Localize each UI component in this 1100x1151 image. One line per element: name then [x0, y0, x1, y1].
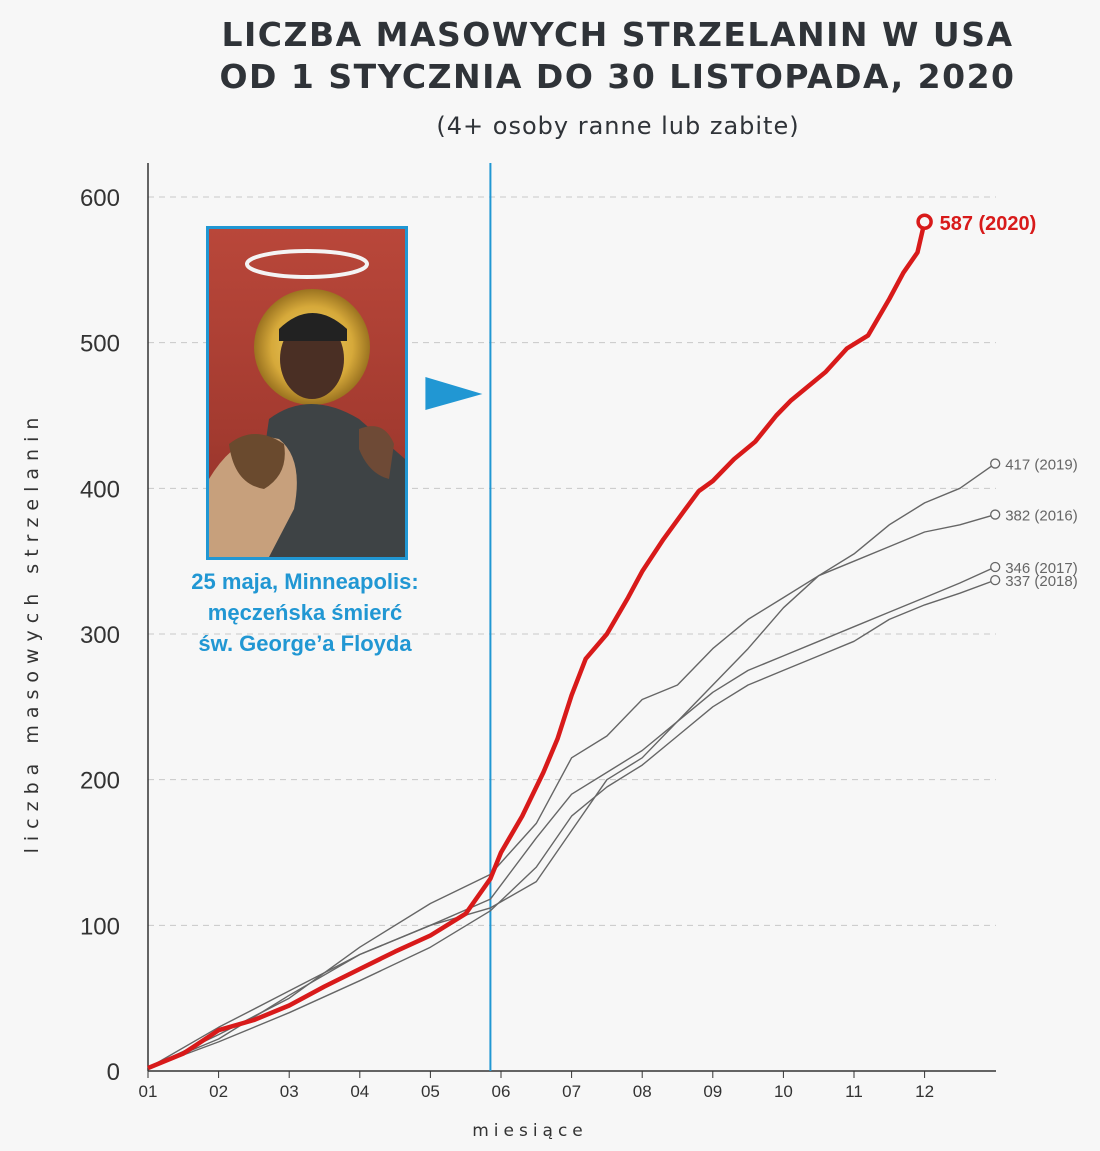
x-tick-label: 09: [703, 1082, 722, 1101]
event-pointer-arrow: [425, 377, 483, 410]
series-line-2020: [147, 221, 927, 1071]
series-end-label-2018: 337 (2018): [1005, 573, 1078, 590]
y-tick-label: 300: [80, 622, 120, 649]
series-end-marker-2020: [916, 213, 933, 231]
caption-line3: św. George’a Floyda: [198, 631, 412, 656]
x-tick-label: 06: [492, 1082, 511, 1101]
y-tick-label: 100: [80, 913, 120, 940]
chart-title: LICZBA MASOWYCH STRZELANIN W USA OD 1 ST…: [0, 14, 1100, 98]
x-tick-label: 07: [562, 1082, 581, 1101]
portrait-illustration: [209, 249, 405, 557]
annotation-caption: 25 maja, Minneapolis: męczeńska śmierć ś…: [150, 566, 460, 659]
series-end-marker-2016: [990, 509, 1001, 520]
halo-ring: [245, 249, 369, 279]
x-tick-label: 10: [774, 1082, 793, 1101]
series-line-2017: [147, 566, 996, 1069]
series-line-2016: [147, 513, 996, 1069]
series-line-2018: [147, 579, 996, 1069]
x-tick-label: 11: [845, 1082, 863, 1101]
x-tick-label: 08: [633, 1082, 652, 1101]
y-tick-label: 200: [80, 768, 120, 795]
series-end-label-2017: 346 (2017): [1005, 560, 1078, 577]
y-tick-label: 0: [107, 1059, 120, 1086]
x-tick-label: 05: [421, 1082, 440, 1101]
chart-subtitle: (4+ osoby ranne lub zabite): [436, 112, 800, 140]
series-end-marker-2019: [990, 458, 1001, 469]
y-tick-label: 400: [80, 476, 120, 503]
chart-title-line1: LICZBA MASOWYCH STRZELANIN W USA: [221, 15, 1014, 54]
series-end-label-2020: 587 (2020): [940, 213, 1037, 235]
y-tick-label: 500: [80, 331, 120, 358]
hand: [359, 426, 394, 479]
hair-left: [229, 434, 285, 489]
cap: [279, 313, 347, 341]
x-tick-label: 01: [139, 1082, 158, 1101]
y-axis-label: liczba masowych strzelanin: [21, 411, 43, 854]
x-tick-label: 12: [915, 1082, 934, 1101]
caption-line1: 25 maja, Minneapolis:: [191, 569, 419, 594]
y-tick-label: 600: [80, 185, 120, 212]
chart-title-line2: OD 1 STYCZNIA DO 30 LISTOPADA, 2020: [219, 57, 1016, 96]
george-floyd-portrait-image: [206, 226, 408, 560]
series-end-label-2016: 382 (2016): [1005, 508, 1078, 525]
caption-line2: męczeńska śmierć: [207, 600, 403, 625]
x-axis-label: miesiące: [472, 1121, 588, 1141]
x-tick-label: 04: [350, 1082, 369, 1101]
x-tick-label: 02: [209, 1082, 228, 1101]
series-end-marker-2017: [990, 561, 1001, 573]
x-tick-label: 03: [280, 1082, 299, 1101]
series-end-marker-2018: [990, 574, 1001, 586]
series-end-label-2019: 417 (2019): [1005, 457, 1078, 474]
